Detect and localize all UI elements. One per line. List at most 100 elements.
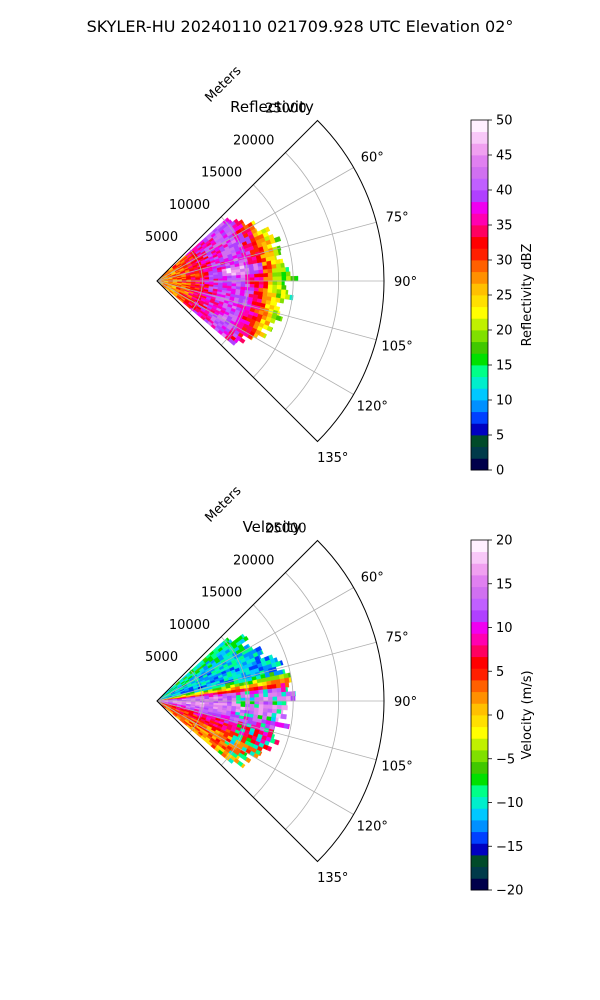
colorbar-swatch bbox=[471, 131, 488, 144]
radar-gate bbox=[281, 276, 287, 282]
azimuth-tick-label: 60° bbox=[361, 151, 384, 166]
radar-gate bbox=[254, 277, 260, 282]
azimuth-tick-label: 90° bbox=[394, 275, 417, 290]
colorbar-swatch bbox=[471, 388, 488, 401]
radar-gate bbox=[236, 280, 242, 285]
radar-gate bbox=[281, 280, 285, 286]
radar-gate bbox=[258, 280, 264, 285]
azimuth-gridline bbox=[156, 700, 354, 815]
radar-gate bbox=[222, 695, 228, 699]
radar-gate bbox=[266, 745, 273, 752]
colorbar-swatch bbox=[471, 376, 488, 389]
radar-gate bbox=[254, 700, 260, 705]
colorbar-tick-label: −20 bbox=[496, 884, 523, 899]
azimuth-tick-label: 60° bbox=[361, 571, 384, 586]
colorbar-tick-label: 45 bbox=[496, 149, 513, 164]
colorbar-swatch bbox=[471, 785, 488, 798]
radar-gate bbox=[240, 691, 246, 696]
colorbar-label: Velocity (m/s) bbox=[520, 670, 535, 759]
radar-gate bbox=[266, 684, 273, 690]
radar-gate bbox=[263, 704, 269, 710]
radar-gate bbox=[271, 288, 278, 294]
colorbar-swatch bbox=[471, 341, 488, 354]
azimuth-gridline bbox=[156, 641, 377, 702]
velocity-panel: 60° 75° 90° 105° 120° 135° 5000 10000 15000 20000… bbox=[145, 483, 535, 898]
colorbar-swatch bbox=[471, 586, 488, 599]
azimuth-gridline bbox=[156, 587, 354, 702]
colorbar-swatch bbox=[471, 761, 488, 774]
radar-gate bbox=[254, 284, 260, 289]
radar-gate bbox=[236, 700, 242, 705]
colorbar-swatch bbox=[471, 796, 488, 809]
colorbar-tick-label: 15 bbox=[496, 577, 513, 592]
colorbar-swatch bbox=[471, 610, 488, 623]
radar-gate bbox=[285, 691, 292, 697]
radar-gate bbox=[276, 692, 283, 698]
radar-gate bbox=[270, 327, 273, 332]
range-tick-label: 25000 bbox=[265, 521, 306, 536]
radar-gate bbox=[271, 268, 278, 274]
colorbar-tick-label: 10 bbox=[496, 621, 513, 636]
colorbar-swatch bbox=[471, 201, 488, 214]
colorbar-tick-label: 20 bbox=[496, 324, 513, 339]
polar-frame bbox=[156, 119, 385, 443]
colorbar-swatch bbox=[471, 656, 488, 669]
azimuth-tick-label: 105° bbox=[381, 759, 412, 774]
colorbar-tick-label: 15 bbox=[496, 359, 513, 374]
colorbar-swatch bbox=[471, 691, 488, 704]
radar-gate bbox=[240, 703, 246, 708]
colorbar-swatch bbox=[471, 855, 488, 868]
radar-gate bbox=[254, 273, 260, 278]
radar-gate bbox=[272, 272, 278, 278]
figure-suptitle: SKYLER-HU 20240110 021709.928 UTC Elevat… bbox=[87, 17, 514, 36]
radar-gate bbox=[254, 704, 260, 709]
radar-gate bbox=[277, 250, 282, 256]
radar-gate bbox=[258, 269, 264, 275]
radar-gate bbox=[274, 739, 280, 746]
range-tick-label: 5000 bbox=[145, 230, 178, 245]
colorbar-swatch bbox=[471, 633, 488, 646]
azimuth-tick-label: 135° bbox=[317, 451, 348, 466]
radar-gate bbox=[285, 289, 289, 295]
radar-gate bbox=[276, 700, 283, 706]
colorbar-tick-label: 20 bbox=[496, 534, 513, 549]
radar-gate bbox=[217, 696, 224, 700]
radar-gate bbox=[249, 697, 255, 702]
azimuth-gridline bbox=[156, 167, 354, 282]
radar-gate bbox=[239, 337, 246, 344]
radar-gate bbox=[267, 704, 273, 710]
radar-gate bbox=[254, 693, 260, 698]
colorbar-swatch bbox=[471, 365, 488, 378]
colorbar-tick-label: −15 bbox=[496, 840, 523, 855]
radar-gate bbox=[222, 275, 228, 279]
radar-gate bbox=[217, 276, 224, 280]
radar-gate bbox=[281, 285, 287, 291]
radar-gate bbox=[272, 692, 278, 698]
radar-gate bbox=[279, 660, 284, 666]
range-tick-label: 25000 bbox=[265, 101, 306, 116]
radar-gate bbox=[287, 724, 290, 730]
radar-gate bbox=[267, 688, 273, 694]
radar-gate bbox=[262, 269, 269, 274]
radar-gate bbox=[240, 694, 246, 699]
radar-field bbox=[158, 217, 299, 346]
radar-gate bbox=[254, 280, 260, 285]
radar-gate bbox=[276, 696, 283, 702]
range-tick-label: 5000 bbox=[145, 650, 178, 665]
radar-gate bbox=[272, 280, 278, 286]
radar-gate bbox=[260, 649, 264, 655]
colorbar-swatch bbox=[471, 446, 488, 459]
radar-gate bbox=[267, 272, 273, 278]
azimuth-gridline bbox=[156, 221, 377, 282]
radar-gate bbox=[249, 270, 255, 275]
radar-gate bbox=[279, 316, 283, 322]
colorbar-swatch bbox=[471, 411, 488, 424]
radar-gate bbox=[249, 273, 255, 279]
radar-gate bbox=[272, 696, 278, 702]
azimuth-tick-label: 120° bbox=[357, 399, 388, 414]
colorbar-swatch bbox=[471, 318, 488, 331]
radar-gate bbox=[267, 268, 273, 274]
colorbar-tick-label: 40 bbox=[496, 184, 513, 199]
colorbar-swatch bbox=[471, 598, 488, 611]
colorbar-swatch bbox=[471, 645, 488, 658]
